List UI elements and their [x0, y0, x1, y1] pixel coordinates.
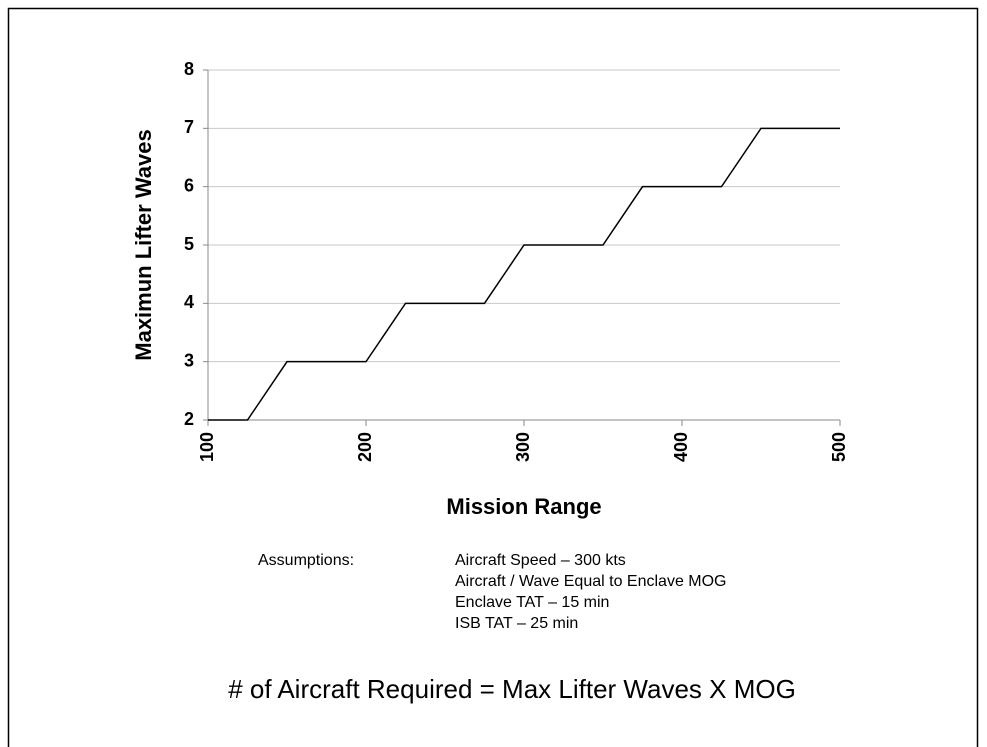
x-tick-label: 500 — [829, 432, 849, 462]
x-tick-label: 200 — [355, 432, 375, 462]
y-tick-label: 7 — [184, 117, 194, 137]
frame — [7, 7, 979, 747]
y-tick-label: 2 — [184, 409, 194, 429]
y-tick-label: 3 — [184, 350, 194, 370]
x-tick-label: 100 — [197, 432, 217, 462]
x-tick-label: 400 — [671, 432, 691, 462]
assumption: Aircraft / Wave Equal to Enclave MOG — [455, 573, 727, 590]
x-tick-label: 300 — [513, 432, 533, 462]
y-axis-label: Maximun Lifter Waves — [131, 129, 156, 360]
data-line — [208, 127, 840, 421]
assumption: Enclave TAT – 15 min — [455, 594, 609, 611]
y-tick-label: 5 — [184, 234, 194, 254]
assumption: ISB TAT – 25 min — [455, 615, 578, 632]
y-tick-label: 4 — [184, 292, 194, 312]
note: # of Aircraft Required = Max Lifter Wave… — [228, 674, 796, 704]
y-tick-label: 8 — [184, 59, 194, 79]
x-axis-label: Mission Range — [446, 494, 601, 519]
assumptions-label: Assumptions: — [258, 552, 354, 569]
assumption: Aircraft Speed – 300 kts — [455, 552, 626, 569]
y-tick-label: 6 — [184, 175, 194, 195]
